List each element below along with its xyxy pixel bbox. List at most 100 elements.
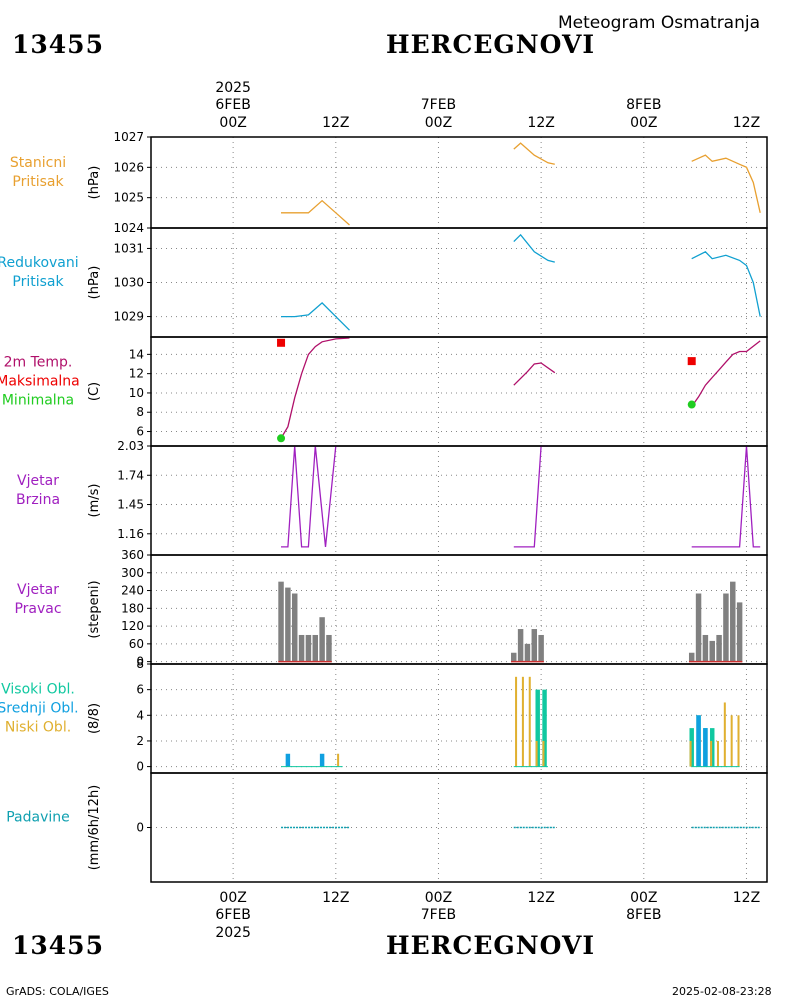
unit-label: (mm/6h/12h) (87, 785, 102, 871)
y-tick-label: 6 (136, 683, 144, 697)
cloud-low-bar (521, 676, 524, 767)
y-tick-label: 14 (129, 347, 144, 361)
direction-bar (723, 593, 729, 662)
direction-bar (709, 640, 715, 662)
unit-label: (8/8) (87, 703, 102, 734)
panel-frame (150, 663, 768, 774)
direction-bar (716, 634, 722, 662)
panel-label: Padavine (6, 810, 70, 826)
panel-label: Vjetar (17, 473, 59, 489)
y-tick-label: 1.45 (117, 498, 144, 512)
station-name-top: HERCEGNOVI (386, 30, 596, 59)
bottom-tick-hour: 00Z (425, 890, 452, 906)
cloud-low-bar (528, 676, 531, 767)
panel-frame (150, 445, 768, 556)
cloud-low-bar (535, 740, 538, 767)
y-tick-label: 12 (129, 367, 144, 381)
cloud-low-bar (716, 740, 719, 767)
cloud-high-bar (535, 689, 540, 767)
panel-label: Visoki Obl. (1, 682, 75, 698)
chart-subtitle: Meteogram Osmatranja (558, 13, 761, 33)
panel-frame (150, 136, 768, 229)
panel-label: Brzina (16, 492, 60, 508)
credit-text: GrADS: COLA/IGES (6, 985, 109, 998)
station-name-bottom: HERCEGNOVI (386, 931, 596, 960)
cloud-mid-bar (319, 753, 325, 767)
direction-bar (285, 587, 291, 662)
panel-frame (150, 554, 768, 665)
y-tick-label: 0 (136, 655, 144, 669)
panel-frame (150, 227, 768, 338)
y-tick-label: 8 (136, 405, 144, 419)
cloud-mid-bar (696, 715, 701, 767)
top-tick-hour: 12Z (322, 115, 349, 131)
series-line (513, 142, 555, 165)
cloud-low-bar (542, 740, 545, 767)
bottom-tick-hour: 00Z (219, 890, 246, 906)
y-tick-label: 1024 (113, 221, 144, 235)
panel-station_pressure (147, 136, 768, 229)
series-line (513, 233, 555, 263)
y-tick-label: 0 (136, 760, 144, 774)
series-line (691, 445, 761, 548)
unit-label: (m/s) (87, 484, 102, 518)
panel-clouds (147, 663, 768, 774)
y-tick-label: 0 (136, 821, 144, 835)
station-id-top: 13455 (12, 30, 104, 59)
bottom-tick-hour: 12Z (733, 890, 760, 906)
y-tick-label: 1031 (113, 241, 144, 255)
direction-bar (326, 634, 332, 662)
panel-label: Niski Obl. (5, 720, 71, 736)
y-tick-label: 180 (121, 601, 144, 615)
panel-precipitation (147, 772, 768, 883)
top-tick-hour: 12Z (733, 115, 760, 131)
panel-wind_direction (147, 554, 768, 665)
min-temp-marker (687, 400, 696, 409)
cloud-low-bar (723, 702, 726, 767)
bottom-tick-date: 7FEB (421, 907, 456, 923)
direction-bar (319, 617, 325, 662)
y-tick-label: 1.74 (117, 468, 144, 482)
bottom-tick-hour: 12Z (322, 890, 349, 906)
direction-bar (278, 581, 284, 662)
top-tick-year: 2025 (215, 80, 251, 96)
y-tick-label: 6 (136, 425, 144, 439)
unit-label: (hPa) (87, 266, 102, 300)
y-tick-label: 1.16 (117, 527, 144, 541)
y-tick-label: 2 (136, 734, 144, 748)
bottom-tick-hour: 00Z (630, 890, 657, 906)
y-tick-label: 1025 (113, 191, 144, 205)
y-tick-label: 1029 (113, 310, 144, 324)
bottom-tick-date: 8FEB (626, 907, 661, 923)
bottom-tick-year: 2025 (215, 925, 251, 941)
max-temp-marker (277, 338, 286, 347)
y-tick-label: 1030 (113, 276, 144, 290)
cloud-low-bar (689, 740, 692, 767)
cloud-mid-bar (285, 753, 291, 767)
panel-label: Srednji Obl. (0, 701, 79, 717)
series-line (281, 445, 337, 548)
panel-label: 2m Temp. (4, 355, 73, 371)
series-line (691, 154, 761, 213)
cloud-low-bar (710, 740, 713, 767)
unit-label: (C) (87, 382, 102, 401)
panel-reduced_pressure (147, 227, 768, 338)
direction-bar (291, 593, 298, 662)
panel-wind_speed (147, 445, 768, 556)
panel-label: Stanicni (10, 155, 66, 171)
direction-bar (298, 634, 305, 662)
y-tick-label: 360 (121, 548, 144, 562)
unit-label: (hPa) (87, 166, 102, 200)
panel-temperature (147, 336, 768, 447)
cloud-high-bar (710, 728, 715, 767)
y-tick-label: 240 (121, 584, 144, 598)
top-tick-date: 6FEB (215, 97, 250, 113)
panel-label: Vjetar (17, 582, 59, 598)
max-temp-marker (687, 357, 696, 366)
series-line (513, 362, 556, 386)
panel-label: Pravac (14, 601, 61, 617)
panel-label: Pritisak (12, 274, 64, 290)
panel-label: Minimalna (2, 393, 74, 409)
station-id-bottom: 13455 (12, 931, 104, 960)
